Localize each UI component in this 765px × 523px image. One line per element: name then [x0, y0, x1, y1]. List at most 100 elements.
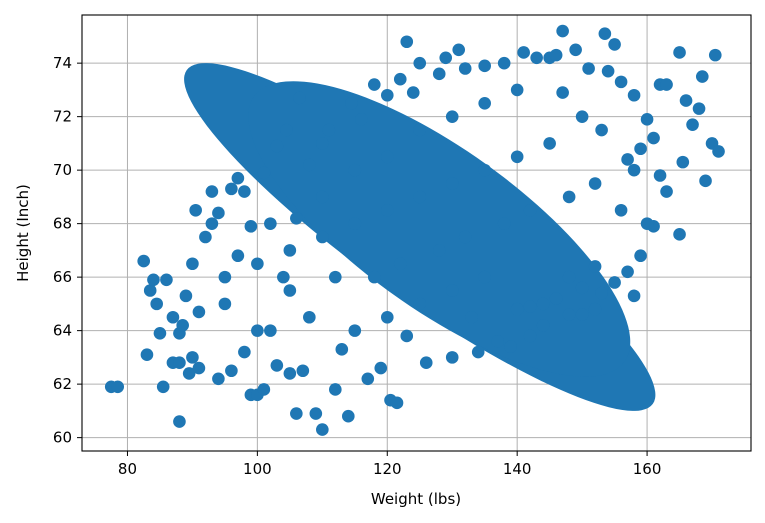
data-point	[186, 351, 199, 364]
data-point	[348, 324, 362, 337]
data-point	[270, 139, 284, 153]
data-point	[143, 284, 157, 297]
data-point	[517, 46, 530, 59]
y-tick-label: 72	[53, 108, 72, 126]
data-point	[621, 153, 634, 166]
data-point	[218, 297, 232, 311]
data-point	[283, 244, 297, 257]
data-point	[549, 48, 563, 62]
data-point	[153, 327, 167, 340]
data-point	[316, 230, 329, 244]
data-point	[238, 345, 251, 359]
data-point	[192, 305, 206, 319]
data-point	[660, 185, 673, 198]
data-point	[380, 310, 394, 324]
data-point	[406, 86, 420, 99]
data-point	[536, 318, 550, 332]
data-point	[432, 244, 446, 257]
data-point	[290, 211, 303, 225]
data-point	[653, 169, 667, 182]
data-point	[679, 94, 693, 107]
data-point	[536, 297, 550, 311]
data-point	[712, 145, 725, 158]
data-point	[231, 249, 245, 263]
data-point	[627, 289, 641, 303]
data-point	[575, 110, 589, 123]
data-point	[329, 383, 342, 396]
data-point	[608, 276, 621, 289]
data-point	[445, 177, 459, 190]
y-tick-label: 66	[53, 268, 72, 286]
data-point	[380, 150, 394, 164]
data-point	[156, 380, 170, 394]
data-point	[562, 308, 576, 321]
data-point	[199, 230, 212, 244]
data-point	[345, 96, 358, 110]
data-point	[673, 228, 686, 241]
data-point	[419, 356, 433, 370]
data-point	[458, 230, 472, 244]
data-point	[166, 310, 180, 324]
data-point	[137, 254, 151, 268]
data-point	[257, 166, 271, 180]
data-point	[465, 310, 479, 324]
data-point	[510, 83, 524, 97]
data-point	[390, 396, 404, 410]
data-point	[692, 102, 706, 115]
data-point	[621, 265, 634, 279]
data-point	[251, 257, 264, 271]
data-point	[205, 185, 219, 198]
data-point	[160, 273, 173, 287]
data-point	[595, 286, 608, 300]
data-point	[627, 163, 641, 177]
data-point	[179, 289, 193, 303]
data-point	[445, 284, 459, 297]
data-point	[290, 407, 303, 420]
data-point	[549, 292, 563, 305]
data-point	[575, 281, 589, 295]
data-point	[562, 270, 576, 284]
data-point	[614, 203, 628, 217]
data-point	[510, 150, 524, 164]
data-points	[104, 24, 725, 436]
data-point	[380, 203, 394, 217]
data-point	[634, 142, 647, 156]
data-point	[640, 113, 654, 126]
y-axis-label: Height (Inch)	[14, 184, 32, 282]
data-point	[111, 380, 125, 394]
data-point	[244, 220, 258, 233]
data-point	[445, 351, 459, 364]
data-point	[497, 56, 511, 70]
data-point	[523, 203, 537, 217]
data-point	[627, 88, 641, 102]
data-point	[335, 343, 349, 356]
y-tick-label: 70	[53, 161, 72, 179]
data-point	[322, 123, 336, 137]
data-point	[374, 361, 388, 375]
data-point	[523, 300, 537, 313]
data-point	[303, 158, 316, 172]
y-tick-label: 60	[53, 429, 72, 447]
data-point	[556, 86, 569, 99]
data-point	[458, 62, 472, 75]
data-point	[393, 72, 407, 86]
data-point	[218, 270, 232, 284]
data-point	[543, 137, 556, 150]
data-point	[192, 361, 206, 375]
data-point	[673, 46, 686, 59]
data-point	[582, 62, 595, 75]
data-point	[556, 24, 569, 38]
x-tick-label: 100	[243, 460, 272, 478]
x-tick-label: 160	[633, 460, 662, 478]
data-point	[296, 364, 310, 378]
data-point	[277, 270, 290, 284]
data-point	[452, 43, 466, 57]
data-point	[647, 131, 660, 145]
data-point	[316, 137, 329, 150]
data-point	[186, 257, 199, 271]
data-point	[695, 70, 709, 83]
data-point	[400, 35, 414, 49]
data-point	[309, 407, 323, 420]
data-point	[640, 217, 654, 230]
